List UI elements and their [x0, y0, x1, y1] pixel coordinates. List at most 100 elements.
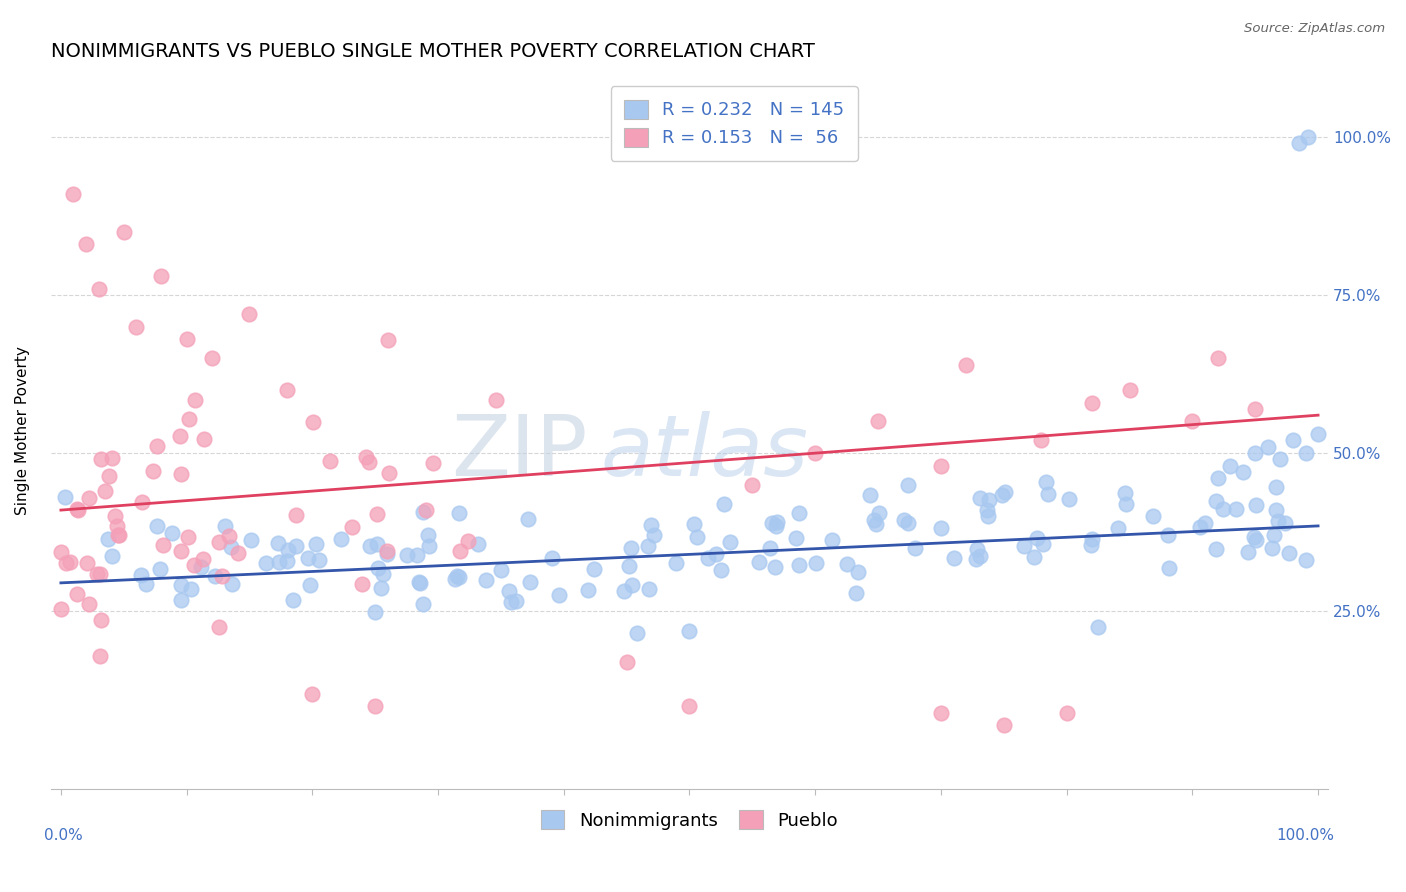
Point — [105, 519, 128, 533]
Point — [97, 532, 120, 546]
Point — [1035, 475, 1057, 489]
Point — [129, 568, 152, 582]
Point — [1118, 383, 1140, 397]
Point — [301, 415, 323, 429]
Point — [94, 484, 117, 499]
Point — [208, 534, 231, 549]
Point — [859, 488, 882, 502]
Point — [177, 412, 200, 426]
Point — [804, 556, 827, 570]
Point — [548, 588, 571, 602]
Point — [285, 539, 308, 553]
Point — [846, 565, 869, 579]
Point — [501, 595, 523, 609]
Point — [149, 562, 172, 576]
Point — [1244, 446, 1267, 460]
Point — [748, 555, 770, 569]
Point — [697, 551, 720, 566]
Point — [409, 576, 432, 591]
Point — [718, 535, 741, 549]
Point — [617, 559, 640, 574]
Point — [1022, 549, 1045, 564]
Point — [101, 549, 124, 564]
Point — [789, 506, 811, 520]
Point — [787, 558, 810, 573]
Point — [620, 541, 643, 556]
Point — [785, 531, 807, 545]
Point — [637, 539, 659, 553]
Point — [993, 718, 1015, 732]
Point — [1189, 520, 1212, 534]
Point — [485, 393, 508, 408]
Point — [665, 557, 688, 571]
Point — [267, 555, 290, 569]
Point — [763, 560, 786, 574]
Point — [505, 593, 527, 607]
Point — [1270, 452, 1292, 467]
Point — [929, 706, 952, 720]
Point — [1244, 533, 1267, 547]
Point — [97, 469, 120, 483]
Point — [1288, 136, 1310, 150]
Point — [51, 602, 73, 616]
Point — [1243, 530, 1265, 544]
Point — [59, 555, 82, 569]
Point — [613, 584, 636, 599]
Point — [284, 508, 307, 522]
Point — [837, 557, 859, 571]
Point — [1087, 619, 1109, 633]
Point — [678, 699, 700, 714]
Point — [77, 491, 100, 506]
Point — [865, 517, 887, 532]
Point — [354, 450, 377, 465]
Point — [976, 503, 998, 517]
Point — [759, 541, 782, 556]
Point — [366, 507, 388, 521]
Point — [1212, 502, 1234, 516]
Point — [1115, 497, 1137, 511]
Point — [897, 516, 920, 530]
Point — [377, 333, 399, 347]
Point — [190, 559, 212, 574]
Point — [1282, 434, 1305, 448]
Point — [267, 536, 290, 550]
Point — [929, 521, 952, 535]
Point — [761, 516, 783, 531]
Text: atlas: atlas — [600, 411, 808, 494]
Point — [638, 582, 661, 596]
Point — [966, 542, 988, 557]
Point — [1157, 528, 1180, 542]
Point — [1232, 465, 1254, 479]
Point — [319, 454, 342, 468]
Legend: Nonimmigrants, Pueblo: Nonimmigrants, Pueblo — [534, 803, 845, 837]
Point — [67, 503, 90, 517]
Point — [53, 490, 76, 504]
Point — [170, 467, 193, 482]
Point — [340, 520, 363, 534]
Point — [211, 568, 233, 582]
Point — [1056, 706, 1078, 720]
Point — [904, 541, 927, 555]
Point — [643, 528, 665, 542]
Point — [969, 491, 991, 505]
Point — [1081, 395, 1104, 409]
Point — [444, 572, 467, 586]
Point — [51, 545, 73, 559]
Point — [541, 551, 564, 566]
Point — [626, 626, 648, 640]
Point — [467, 537, 489, 551]
Point — [276, 554, 298, 568]
Point — [107, 528, 129, 542]
Point — [969, 549, 991, 563]
Point — [498, 583, 520, 598]
Point — [412, 598, 434, 612]
Point — [1081, 533, 1104, 547]
Point — [221, 540, 243, 554]
Point — [990, 488, 1012, 502]
Point — [804, 446, 827, 460]
Point — [447, 570, 470, 584]
Point — [942, 551, 965, 566]
Point — [395, 548, 418, 562]
Point — [1267, 514, 1289, 528]
Point — [112, 225, 135, 239]
